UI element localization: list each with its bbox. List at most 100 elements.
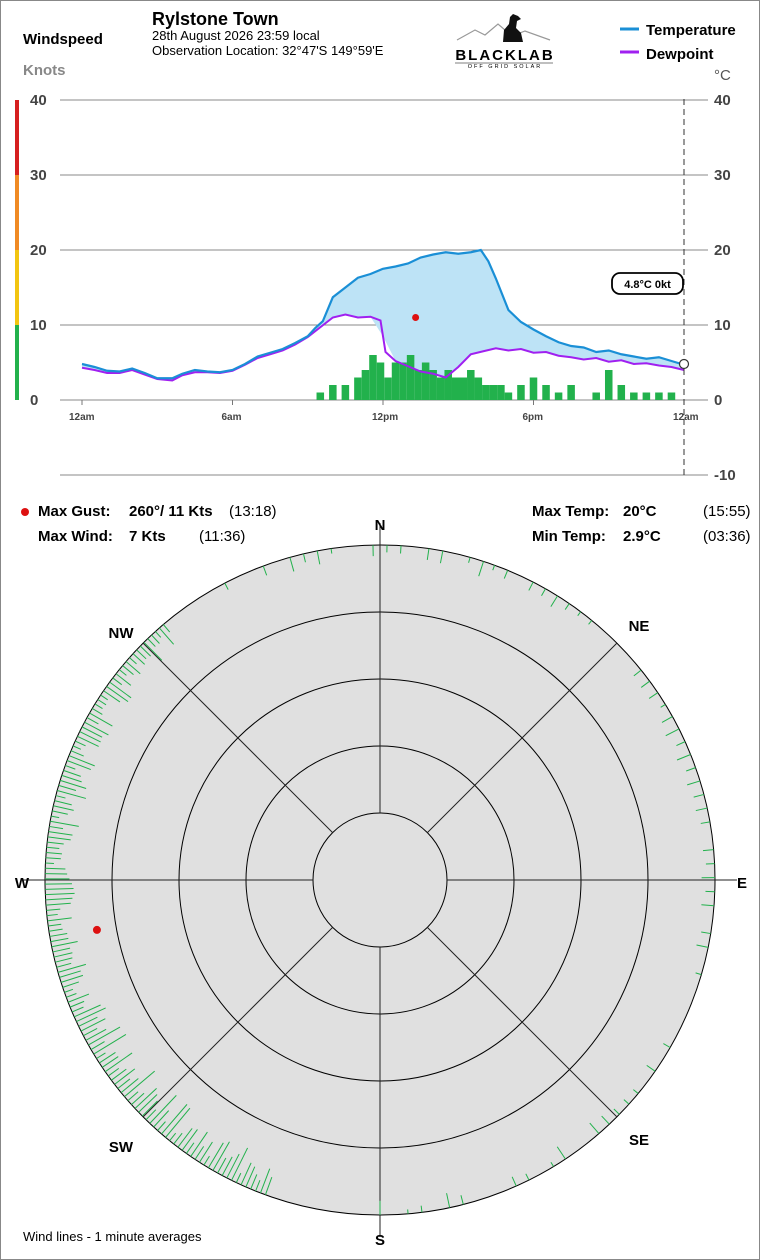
compass-label-n: N xyxy=(375,517,386,534)
wind-tick xyxy=(633,669,642,677)
current-value-marker xyxy=(678,358,690,370)
wind-tick xyxy=(48,928,63,932)
wind-tick xyxy=(503,570,509,579)
wind-bar xyxy=(436,377,445,400)
wind-tick xyxy=(511,1176,517,1187)
wind-tick xyxy=(71,1006,84,1013)
wind-tick xyxy=(149,1095,177,1124)
right-tick-label: 20 xyxy=(714,242,731,259)
max-temp-value: 20°C xyxy=(623,503,657,520)
wind-tick xyxy=(104,1052,133,1073)
wind-tick xyxy=(165,1107,191,1138)
wind-tick xyxy=(62,981,80,988)
wind-tick xyxy=(88,1026,121,1046)
wind-tick xyxy=(99,1052,116,1064)
wind-bar xyxy=(542,385,550,400)
x-tick-label: 12pm xyxy=(372,412,398,423)
wind-tick xyxy=(76,1007,106,1023)
temperature-line xyxy=(81,248,682,380)
wind-tick xyxy=(118,669,127,676)
wind-tick xyxy=(701,931,711,935)
wind-tick xyxy=(143,641,163,661)
max-gust-point xyxy=(412,314,420,321)
right-tick-label: 0 xyxy=(714,392,722,409)
compass-label-ne: NE xyxy=(629,618,650,635)
max-gust-marker xyxy=(21,508,29,516)
dewpoint-line xyxy=(81,313,685,382)
wind-tick xyxy=(661,716,673,723)
right-tick-label: 30 xyxy=(714,167,731,184)
max-gust-value: 260°/ 11 Kts xyxy=(129,503,213,520)
wind-tick xyxy=(53,805,74,811)
logo-tagline: OFF GRID SOLAR xyxy=(468,64,542,70)
wind-tick xyxy=(240,1162,252,1186)
wind-tick xyxy=(663,1043,671,1048)
wind-tick xyxy=(81,726,103,738)
wind-tick xyxy=(303,553,306,563)
wind-bar xyxy=(429,370,437,400)
wind-tick xyxy=(525,1173,530,1181)
wind-tick xyxy=(224,582,229,590)
wind-bar xyxy=(554,392,563,400)
wind-tick xyxy=(588,620,593,625)
wind-bar xyxy=(617,385,626,400)
wind-tick xyxy=(115,673,132,686)
wind-bar xyxy=(489,385,498,400)
compass-label-s: S xyxy=(375,1232,385,1249)
wind-bar xyxy=(341,385,350,400)
rose-spoke-225 xyxy=(142,927,333,1118)
wind-tick xyxy=(89,712,113,727)
compass-label-sw: SW xyxy=(109,1139,134,1156)
wind-tick xyxy=(177,1128,193,1148)
wind-bar xyxy=(414,370,422,400)
wind-tick xyxy=(106,686,129,703)
left-tick-label: 40 xyxy=(30,92,47,109)
wind-bar xyxy=(529,377,538,400)
wind-bar xyxy=(517,385,525,400)
wind-tick xyxy=(94,703,103,710)
max-wind-time: (11:36) xyxy=(199,528,245,545)
wind-tick xyxy=(199,1141,213,1163)
wind-tick xyxy=(420,1205,423,1213)
wind-bar xyxy=(567,385,575,400)
wind-tick xyxy=(45,888,74,890)
wind-tick xyxy=(221,1156,233,1176)
scale-segment-0 xyxy=(15,325,19,400)
wind-tick xyxy=(492,565,496,571)
observation-datetime: 28th August 2026 23:59 local xyxy=(152,28,320,43)
wind-tick xyxy=(67,993,90,1003)
wind-tick xyxy=(623,1099,630,1105)
max-gust-label: Max Gust: xyxy=(38,503,111,520)
wind-bar xyxy=(354,377,362,400)
wind-tick xyxy=(57,963,87,973)
wind-tick xyxy=(203,1155,210,1166)
compass-label-se: SE xyxy=(629,1132,649,1149)
wind-tick xyxy=(51,815,60,819)
wind-tick xyxy=(260,1168,271,1194)
wind-tick xyxy=(640,680,650,688)
wind-bar xyxy=(369,355,377,400)
wind-tick xyxy=(695,972,702,976)
wind-tick xyxy=(235,1172,242,1183)
wind-tick xyxy=(96,1052,106,1059)
wind-tick xyxy=(114,1068,136,1085)
wind-tick xyxy=(73,1004,101,1018)
wind-tick xyxy=(112,677,123,686)
wind-bar xyxy=(504,392,513,400)
rose-spoke-135 xyxy=(427,927,618,1118)
wind-tick xyxy=(695,807,708,812)
wind-tick xyxy=(330,548,333,554)
max-wind-label: Max Wind: xyxy=(38,528,113,545)
wind-tick xyxy=(49,825,64,830)
wind-tick xyxy=(169,1132,177,1142)
wind-tick xyxy=(151,634,160,644)
left-tick-label: 20 xyxy=(30,242,47,259)
wind-tick xyxy=(181,1129,198,1151)
legend-temperature-label: Temperature xyxy=(646,22,736,39)
wind-tick xyxy=(702,849,714,852)
scale-segment-3 xyxy=(15,100,19,175)
compass-label-w: W xyxy=(15,875,30,892)
wind-tick xyxy=(426,548,430,560)
wind-bar xyxy=(667,392,676,400)
celsius-unit-label: °C xyxy=(714,67,731,84)
